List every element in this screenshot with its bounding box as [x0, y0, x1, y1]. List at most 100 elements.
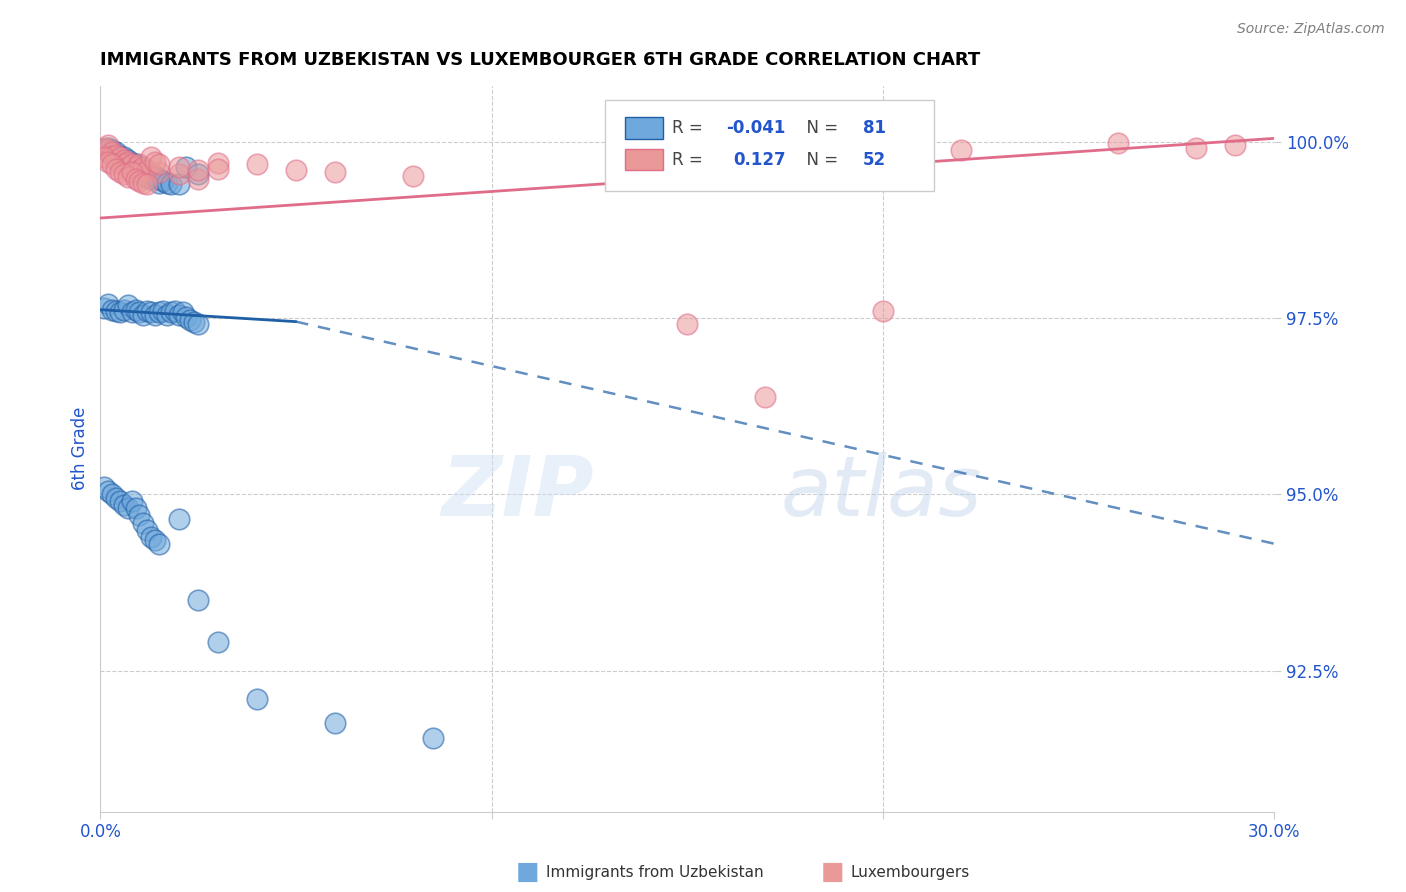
- Point: [167, 512, 190, 526]
- Point: [422, 731, 444, 745]
- Point: [112, 167, 135, 181]
- Point: [108, 149, 131, 163]
- Point: [105, 304, 128, 318]
- Point: [148, 536, 170, 550]
- Point: [179, 312, 201, 326]
- Point: [108, 164, 131, 178]
- Point: [105, 153, 128, 167]
- Point: [108, 154, 131, 169]
- Point: [97, 483, 120, 498]
- Point: [128, 164, 150, 178]
- Point: [101, 302, 124, 317]
- Point: [136, 177, 159, 191]
- Point: [128, 163, 150, 178]
- Point: [121, 305, 143, 319]
- Point: [176, 160, 198, 174]
- Point: [136, 164, 159, 178]
- Point: [950, 144, 973, 158]
- Text: N =: N =: [796, 119, 844, 136]
- Point: [93, 301, 115, 315]
- Point: [152, 174, 174, 188]
- Point: [117, 153, 139, 167]
- Point: [143, 154, 166, 169]
- Point: [97, 145, 120, 160]
- Point: [128, 157, 150, 171]
- Point: [121, 156, 143, 170]
- Point: [124, 302, 146, 317]
- Point: [101, 144, 124, 158]
- Point: [163, 304, 186, 318]
- Point: [112, 150, 135, 164]
- Point: [187, 317, 209, 331]
- Point: [128, 160, 150, 174]
- Point: [143, 308, 166, 322]
- Point: [148, 176, 170, 190]
- Point: [128, 305, 150, 319]
- Point: [97, 138, 120, 153]
- Point: [872, 304, 894, 318]
- Point: [101, 157, 124, 171]
- Point: [1184, 140, 1206, 154]
- Text: ■: ■: [516, 861, 538, 884]
- Text: IMMIGRANTS FROM UZBEKISTAN VS LUXEMBOURGER 6TH GRADE CORRELATION CHART: IMMIGRANTS FROM UZBEKISTAN VS LUXEMBOURG…: [100, 51, 980, 69]
- Point: [117, 170, 139, 185]
- Text: 81: 81: [863, 119, 886, 136]
- Point: [121, 494, 143, 508]
- Text: ■: ■: [821, 861, 844, 884]
- Point: [141, 167, 163, 181]
- Point: [108, 305, 131, 319]
- Point: [148, 157, 170, 171]
- Point: [97, 297, 120, 311]
- Point: [187, 593, 209, 607]
- Point: [132, 160, 155, 174]
- Point: [402, 169, 425, 183]
- Point: [105, 161, 128, 176]
- Point: [136, 523, 159, 537]
- Point: [246, 691, 269, 706]
- Point: [117, 298, 139, 312]
- Point: [323, 716, 346, 731]
- Point: [676, 317, 699, 331]
- Point: [167, 160, 190, 174]
- Text: Immigrants from Uzbekistan: Immigrants from Uzbekistan: [546, 865, 763, 880]
- Point: [124, 163, 146, 178]
- Point: [97, 154, 120, 169]
- Point: [187, 163, 209, 178]
- Point: [156, 176, 179, 190]
- Point: [121, 160, 143, 174]
- Point: [112, 302, 135, 317]
- Point: [124, 501, 146, 516]
- Point: [97, 144, 120, 158]
- Text: Source: ZipAtlas.com: Source: ZipAtlas.com: [1237, 22, 1385, 37]
- Point: [105, 491, 128, 505]
- Point: [132, 169, 155, 183]
- Point: [167, 308, 190, 322]
- Point: [141, 530, 163, 544]
- Point: [101, 147, 124, 161]
- Point: [207, 635, 229, 649]
- Point: [187, 171, 209, 186]
- Point: [141, 150, 163, 164]
- Point: [246, 157, 269, 171]
- Point: [101, 145, 124, 160]
- Point: [112, 157, 135, 171]
- Point: [101, 487, 124, 501]
- Point: [187, 167, 209, 181]
- Point: [1107, 136, 1129, 151]
- Point: [117, 160, 139, 174]
- Point: [93, 140, 115, 154]
- Point: [143, 169, 166, 183]
- Point: [105, 145, 128, 160]
- Point: [159, 177, 181, 191]
- Point: [172, 305, 194, 319]
- Point: [121, 164, 143, 178]
- Point: [207, 161, 229, 176]
- Point: [132, 516, 155, 530]
- Text: R =: R =: [672, 119, 709, 136]
- Text: R =: R =: [672, 151, 713, 169]
- Point: [128, 174, 150, 188]
- Point: [105, 153, 128, 167]
- Point: [105, 147, 128, 161]
- Point: [167, 167, 190, 181]
- Text: ZIP: ZIP: [440, 451, 593, 533]
